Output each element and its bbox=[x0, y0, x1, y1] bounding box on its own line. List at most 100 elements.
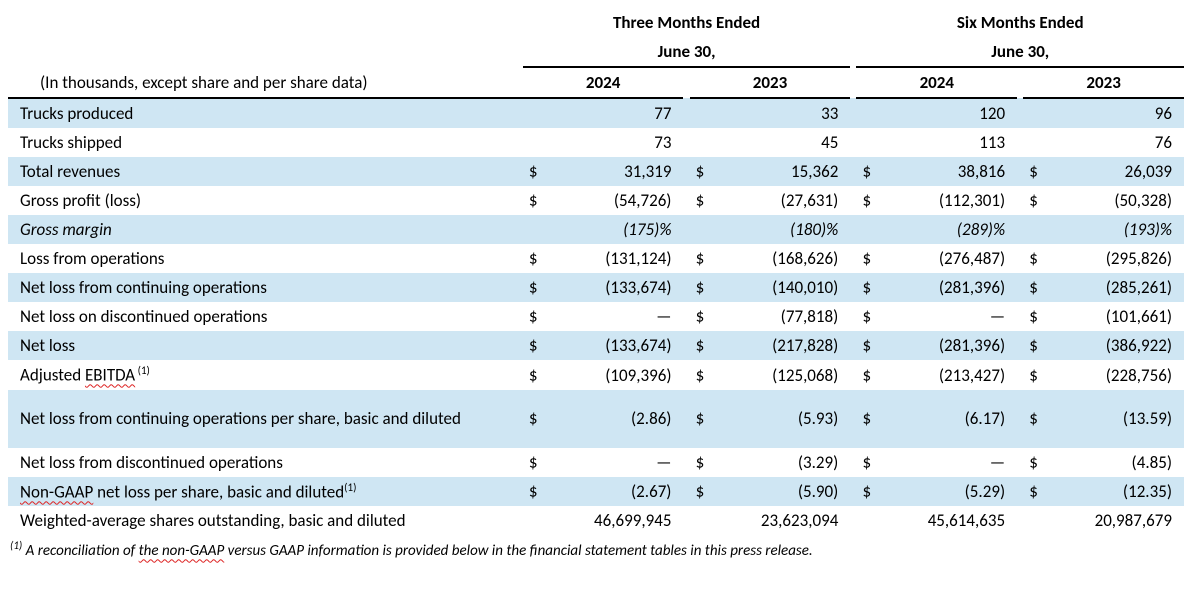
cell-value: 38,816 bbox=[883, 157, 1017, 186]
row-label: Adjusted EBITDA (1) bbox=[8, 360, 523, 390]
cell-value: 45 bbox=[716, 128, 850, 157]
currency-symbol: $ bbox=[856, 477, 883, 507]
cell-value: (77,818) bbox=[716, 302, 850, 331]
cell-value: (2.86) bbox=[550, 390, 684, 448]
cell-value: 120 bbox=[883, 98, 1017, 128]
currency-symbol bbox=[690, 215, 717, 244]
currency-symbol: $ bbox=[523, 273, 550, 302]
currency-symbol bbox=[856, 506, 883, 535]
currency-symbol: $ bbox=[690, 360, 717, 390]
header-row-sub: June 30, June 30, bbox=[8, 37, 1184, 67]
cell-value: (125,068) bbox=[716, 360, 850, 390]
table-row: Net loss$(133,674)$(217,828)$(281,396)$(… bbox=[8, 331, 1184, 360]
cell-value: 20,987,679 bbox=[1050, 506, 1184, 535]
currency-symbol: $ bbox=[1023, 273, 1050, 302]
row-label: Gross profit (loss) bbox=[8, 186, 523, 215]
cell-value: 96 bbox=[1050, 98, 1184, 128]
row-label: Net loss from continuing operations per … bbox=[8, 390, 523, 448]
currency-symbol: $ bbox=[856, 331, 883, 360]
table-body: Trucks produced773312096Trucks shipped73… bbox=[8, 98, 1184, 535]
cell-value: 15,362 bbox=[716, 157, 850, 186]
cell-value: 73 bbox=[550, 128, 684, 157]
currency-symbol: $ bbox=[856, 390, 883, 448]
row-label: Net loss on discontinued operations bbox=[8, 302, 523, 331]
cell-value: (13.59) bbox=[1050, 390, 1184, 448]
cell-value: (180)% bbox=[716, 215, 850, 244]
table-row: Total revenues$31,319$15,362$38,816$26,0… bbox=[8, 157, 1184, 186]
cell-value: 31,319 bbox=[550, 157, 684, 186]
currency-symbol: $ bbox=[690, 477, 717, 507]
currency-symbol: $ bbox=[856, 244, 883, 273]
currency-symbol: $ bbox=[523, 448, 550, 477]
cell-value: — bbox=[883, 302, 1017, 331]
cell-value: (2.67) bbox=[550, 477, 684, 507]
cell-value: (54,726) bbox=[550, 186, 684, 215]
currency-symbol: $ bbox=[690, 186, 717, 215]
cell-value: (386,922) bbox=[1050, 331, 1184, 360]
row-label: Trucks shipped bbox=[8, 128, 523, 157]
currency-symbol bbox=[1023, 128, 1050, 157]
currency-symbol: $ bbox=[1023, 360, 1050, 390]
currency-symbol bbox=[1023, 215, 1050, 244]
currency-symbol bbox=[690, 506, 717, 535]
currency-symbol: $ bbox=[523, 360, 550, 390]
currency-symbol bbox=[690, 128, 717, 157]
currency-symbol: $ bbox=[1023, 477, 1050, 507]
table-row: Trucks shipped734511376 bbox=[8, 128, 1184, 157]
cell-value: (213,427) bbox=[883, 360, 1017, 390]
table-row: Net loss from continuing operations$(133… bbox=[8, 273, 1184, 302]
currency-symbol: $ bbox=[856, 186, 883, 215]
row-label: Gross margin bbox=[8, 215, 523, 244]
footnote: (1) A reconciliation of the non-GAAP ver… bbox=[8, 535, 1184, 560]
currency-symbol bbox=[523, 506, 550, 535]
cell-value: (131,124) bbox=[550, 244, 684, 273]
col-year-6m-2024: 2024 bbox=[856, 67, 1017, 98]
col-year-6m-2023: 2023 bbox=[1023, 67, 1184, 98]
table-row: Gross profit (loss)$(54,726)$(27,631)$(1… bbox=[8, 186, 1184, 215]
cell-value: — bbox=[550, 448, 684, 477]
cell-value: (193)% bbox=[1050, 215, 1184, 244]
currency-symbol bbox=[1023, 506, 1050, 535]
currency-symbol: $ bbox=[690, 302, 717, 331]
cell-value: 23,623,094 bbox=[716, 506, 850, 535]
currency-symbol: $ bbox=[690, 390, 717, 448]
currency-symbol: $ bbox=[523, 157, 550, 186]
financial-table: Three Months Ended Six Months Ended June… bbox=[8, 8, 1184, 535]
cell-value: (295,826) bbox=[1050, 244, 1184, 273]
cell-value: (289)% bbox=[883, 215, 1017, 244]
currency-symbol: $ bbox=[1023, 157, 1050, 186]
cell-value: (12.35) bbox=[1050, 477, 1184, 507]
col-year-3m-2024: 2024 bbox=[523, 67, 684, 98]
cell-value: (5.29) bbox=[883, 477, 1017, 507]
col-year-3m-2023: 2023 bbox=[690, 67, 851, 98]
cell-value: (5.93) bbox=[716, 390, 850, 448]
cell-value: (281,396) bbox=[883, 273, 1017, 302]
currency-symbol bbox=[1023, 98, 1050, 128]
footnote-sup: (1) bbox=[10, 539, 22, 552]
cell-value: (3.29) bbox=[716, 448, 850, 477]
currency-symbol: $ bbox=[856, 448, 883, 477]
header-group-three-months: Three Months Ended bbox=[523, 8, 850, 37]
cell-value: (133,674) bbox=[550, 331, 684, 360]
currency-symbol: $ bbox=[856, 273, 883, 302]
cell-value: (175)% bbox=[550, 215, 684, 244]
currency-symbol bbox=[856, 98, 883, 128]
currency-symbol: $ bbox=[523, 331, 550, 360]
currency-symbol: $ bbox=[523, 302, 550, 331]
currency-symbol: $ bbox=[523, 244, 550, 273]
currency-symbol: $ bbox=[856, 302, 883, 331]
cell-value: 76 bbox=[1050, 128, 1184, 157]
cell-value: 77 bbox=[550, 98, 684, 128]
row-label: Trucks produced bbox=[8, 98, 523, 128]
cell-value: 45,614,635 bbox=[883, 506, 1017, 535]
currency-symbol: $ bbox=[1023, 244, 1050, 273]
row-label: Net loss from discontinued operations bbox=[8, 448, 523, 477]
header-row-groups: Three Months Ended Six Months Ended bbox=[8, 8, 1184, 37]
cell-value: — bbox=[550, 302, 684, 331]
table-row: Adjusted EBITDA (1)$(109,396)$(125,068)$… bbox=[8, 360, 1184, 390]
cell-value: (133,674) bbox=[550, 273, 684, 302]
header-row-years: (In thousands, except share and per shar… bbox=[8, 67, 1184, 98]
currency-symbol: $ bbox=[690, 448, 717, 477]
cell-value: 26,039 bbox=[1050, 157, 1184, 186]
row-label: Non-GAAP net loss per share, basic and d… bbox=[8, 477, 523, 507]
